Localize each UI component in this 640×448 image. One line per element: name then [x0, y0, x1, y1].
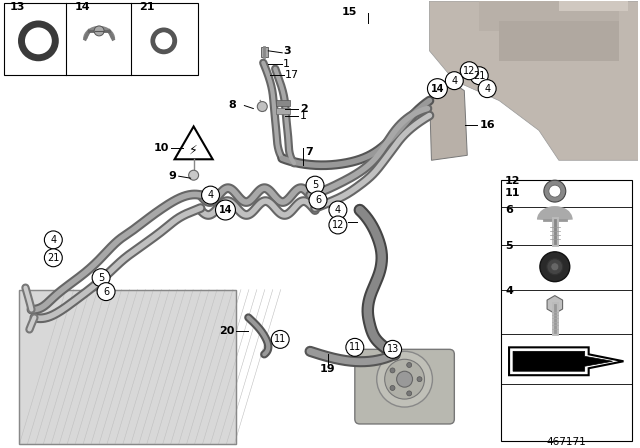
- Text: 4: 4: [451, 76, 458, 86]
- Text: 10: 10: [154, 143, 169, 153]
- Circle shape: [390, 368, 395, 373]
- Circle shape: [306, 176, 324, 194]
- Circle shape: [97, 283, 115, 301]
- Text: 13: 13: [387, 345, 399, 354]
- Circle shape: [329, 201, 347, 219]
- Circle shape: [44, 249, 62, 267]
- Circle shape: [271, 331, 289, 349]
- Text: 12: 12: [332, 220, 344, 230]
- Text: 11: 11: [505, 188, 520, 198]
- Circle shape: [385, 359, 424, 399]
- Circle shape: [309, 191, 327, 209]
- Text: 6: 6: [505, 205, 513, 215]
- Text: 13: 13: [10, 2, 25, 12]
- Text: ⚡: ⚡: [189, 144, 198, 157]
- Circle shape: [551, 263, 559, 271]
- Text: 21: 21: [473, 71, 485, 81]
- Circle shape: [417, 377, 422, 382]
- Circle shape: [189, 170, 198, 180]
- Text: 14: 14: [431, 84, 444, 94]
- Circle shape: [428, 79, 447, 99]
- Circle shape: [547, 259, 563, 275]
- Circle shape: [329, 216, 347, 234]
- Text: 1: 1: [283, 59, 290, 69]
- Circle shape: [540, 252, 570, 282]
- Text: 8: 8: [228, 99, 236, 110]
- Text: 18: 18: [330, 217, 346, 227]
- Circle shape: [377, 351, 433, 407]
- Text: 6: 6: [315, 195, 321, 205]
- Circle shape: [460, 62, 478, 80]
- Circle shape: [445, 72, 463, 90]
- Text: 5: 5: [98, 273, 104, 283]
- Bar: [559, 0, 628, 11]
- Text: 12: 12: [463, 66, 476, 76]
- Polygon shape: [513, 351, 612, 371]
- Polygon shape: [547, 296, 563, 314]
- Bar: [19, 290, 236, 444]
- Text: 6: 6: [103, 287, 109, 297]
- Text: 9: 9: [169, 171, 177, 181]
- Circle shape: [390, 385, 395, 391]
- Circle shape: [544, 180, 566, 202]
- Bar: [499, 21, 618, 61]
- Text: 2: 2: [300, 103, 308, 113]
- Text: 11: 11: [349, 342, 361, 352]
- Circle shape: [44, 231, 62, 249]
- FancyBboxPatch shape: [355, 349, 454, 424]
- Bar: [261, 47, 268, 57]
- Text: 15: 15: [342, 7, 357, 17]
- Text: 4: 4: [335, 205, 341, 215]
- Text: 7: 7: [305, 147, 313, 157]
- Text: 17: 17: [285, 70, 300, 80]
- Text: 12: 12: [505, 176, 520, 186]
- Text: 4: 4: [51, 235, 56, 245]
- Circle shape: [94, 26, 104, 36]
- Circle shape: [92, 269, 110, 287]
- Text: 3: 3: [283, 46, 291, 56]
- Text: 14: 14: [74, 2, 90, 12]
- Text: 1: 1: [300, 112, 307, 121]
- Text: 4: 4: [484, 84, 490, 94]
- Polygon shape: [175, 126, 212, 159]
- Text: 5: 5: [312, 180, 318, 190]
- Circle shape: [397, 371, 413, 387]
- Text: 5: 5: [505, 241, 513, 251]
- Text: 467171: 467171: [547, 437, 587, 447]
- Circle shape: [406, 391, 412, 396]
- Circle shape: [384, 340, 401, 358]
- Circle shape: [202, 186, 220, 204]
- Text: 16: 16: [479, 121, 495, 130]
- Circle shape: [478, 80, 496, 98]
- Bar: [501, 180, 632, 441]
- Bar: [276, 99, 290, 106]
- Text: 20: 20: [219, 327, 234, 336]
- Bar: [4, 3, 198, 75]
- Text: 11: 11: [274, 334, 286, 345]
- Polygon shape: [429, 81, 467, 160]
- Text: 21: 21: [139, 2, 154, 12]
- Text: 19: 19: [320, 364, 336, 374]
- Polygon shape: [429, 1, 639, 160]
- Text: 14: 14: [219, 205, 232, 215]
- Text: 21: 21: [47, 253, 60, 263]
- Bar: [19, 290, 236, 444]
- Circle shape: [470, 67, 488, 85]
- Circle shape: [346, 338, 364, 356]
- Circle shape: [156, 34, 172, 48]
- Circle shape: [216, 200, 236, 220]
- Bar: [479, 1, 618, 31]
- Circle shape: [257, 102, 268, 112]
- Text: 4: 4: [505, 286, 513, 296]
- Circle shape: [549, 185, 561, 197]
- Circle shape: [406, 362, 412, 367]
- Circle shape: [26, 29, 51, 53]
- Bar: [276, 108, 290, 113]
- Text: 4: 4: [207, 190, 214, 200]
